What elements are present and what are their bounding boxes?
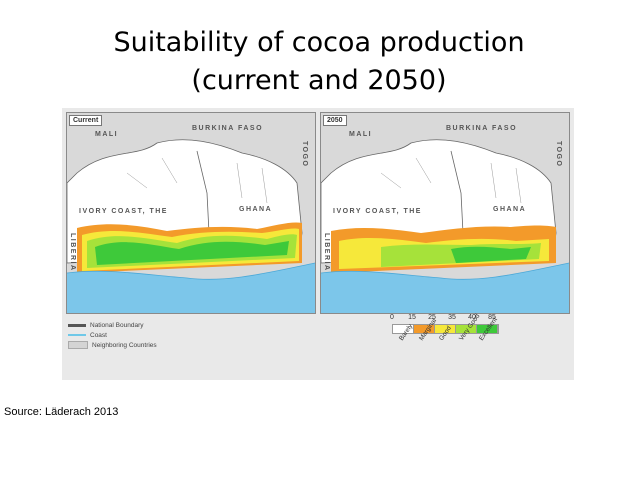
label-mali: MALI: [95, 131, 119, 138]
suitability-excellent: [95, 241, 289, 265]
label-ivory: IVORY COAST, THE: [333, 208, 422, 215]
map-2050-graphic: [321, 113, 569, 313]
scale-bar: [392, 324, 499, 334]
map-2050: 2050 MALI BURKINA FASO IVORY COAST, THE …: [320, 112, 570, 314]
coastline: [321, 262, 569, 280]
label-ivory: IVORY COAST, THE: [79, 208, 168, 215]
suitability-excellent: [451, 246, 531, 263]
region-boundaries: [380, 157, 522, 204]
label-togo: TOGO: [301, 141, 308, 168]
map-current: Current MALI BURKINA FASO IVORY COAST, T…: [66, 112, 316, 314]
map-tag-current: Current: [69, 115, 103, 126]
title-line-2: (current and 2050): [191, 65, 447, 96]
label-burkina: BURKINA FASO: [192, 125, 264, 132]
scale-swatch-good: [435, 325, 456, 333]
legend-label: Coast: [90, 331, 107, 339]
scale-swatch-marginal: [414, 325, 435, 333]
source-citation: Source: Läderach 2013: [4, 406, 119, 418]
legend-item: National Boundary: [68, 320, 157, 330]
legend-label: Neighboring Countries: [92, 341, 157, 349]
legend-item: Neighboring Countries: [68, 340, 157, 350]
map-legend: National Boundary Coast Neighboring Coun…: [68, 320, 157, 350]
label-ghana: GHANA: [493, 206, 527, 213]
scale-tick: 0: [390, 314, 394, 321]
label-ghana: GHANA: [239, 206, 273, 213]
boundary-line-icon: [68, 323, 86, 327]
scale-swatch-excellent: [477, 325, 498, 333]
scale-swatch-barely: [393, 325, 414, 333]
label-mali: MALI: [349, 131, 373, 138]
label-liberia: LIBERIA: [323, 233, 330, 272]
legend-label: National Boundary: [90, 321, 144, 329]
coastline: [67, 262, 315, 280]
map-current-graphic: [67, 113, 315, 313]
title-line-1: Suitability of cocoa production: [113, 27, 525, 58]
legend-item: Coast: [68, 330, 157, 340]
label-togo: TOGO: [555, 141, 562, 168]
scale-tick: 40: [468, 314, 476, 321]
scale-tick: 35: [448, 314, 456, 321]
scale-tick: 25: [428, 314, 436, 321]
neighbor-swatch-icon: [68, 341, 88, 349]
scale-swatch-very-good: [456, 325, 477, 333]
suitability-scale: 0 15 25 35 40 85 Barely Marginal Good Ve…: [390, 313, 562, 374]
slide-title: Suitability of cocoa production (current…: [0, 24, 638, 100]
map-figure: Current MALI BURKINA FASO IVORY COAST, T…: [62, 108, 574, 380]
label-liberia: LIBERIA: [69, 233, 76, 272]
scale-tick: 15: [408, 314, 416, 321]
region-boundaries: [126, 157, 268, 204]
coast-line-icon: [68, 334, 86, 336]
scale-tick: 85: [488, 314, 496, 321]
map-tag-2050: 2050: [323, 115, 347, 126]
label-burkina: BURKINA FASO: [446, 125, 518, 132]
